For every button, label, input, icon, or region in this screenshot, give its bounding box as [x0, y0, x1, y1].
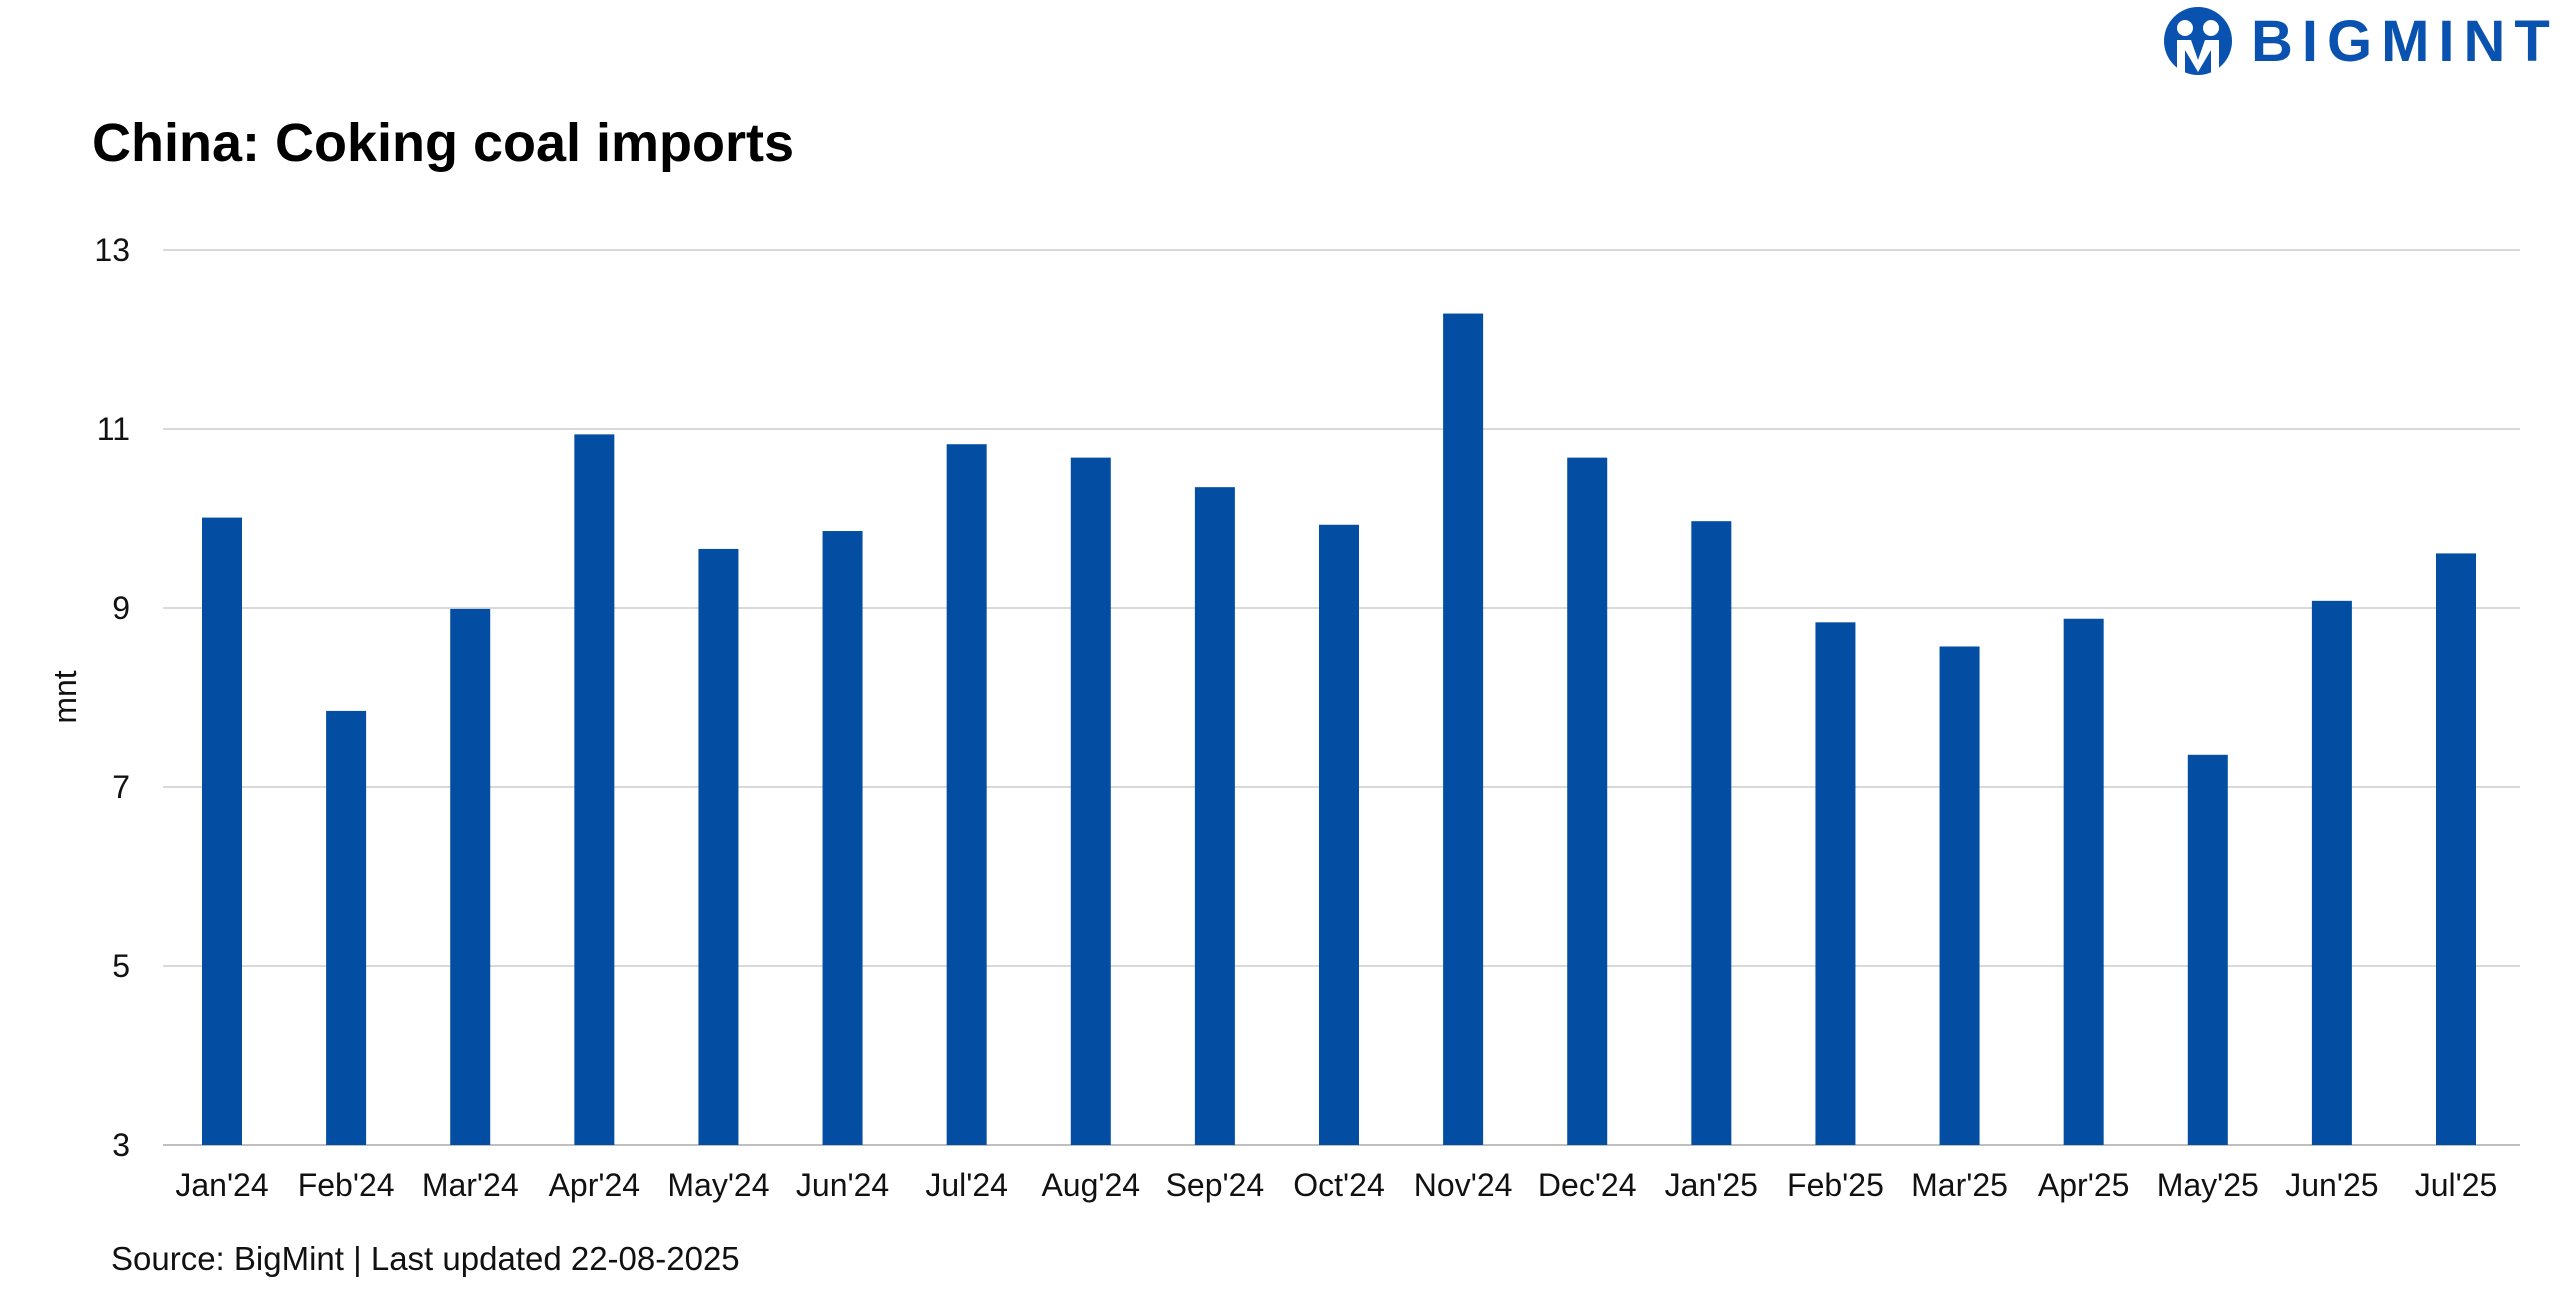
bigmint-logo-text: BIGMINT	[2251, 8, 2559, 74]
x-tick-label: Aug'24	[1041, 1167, 1140, 1203]
x-tick-label: May'25	[2157, 1167, 2259, 1203]
bar-Jul25	[2436, 553, 2476, 1145]
y-tick-label: 7	[112, 769, 130, 805]
bar-Nov24	[1443, 313, 1484, 1145]
bar-Feb24	[326, 710, 367, 1145]
x-tick-label: Jul'25	[2415, 1167, 2498, 1203]
bar-May25	[2187, 754, 2228, 1145]
y-axis-label: mnt	[47, 670, 83, 723]
x-tick-label: Jun'24	[796, 1167, 889, 1203]
x-tick-label: Jul'24	[925, 1167, 1008, 1203]
x-tick-label: Jun'25	[2285, 1167, 2378, 1203]
bar-Feb25	[1815, 622, 1856, 1145]
x-tick-label: Apr'25	[2038, 1167, 2130, 1203]
x-tick-label: Dec'24	[1538, 1167, 1637, 1203]
bar-Jun24	[822, 531, 863, 1145]
x-tick-label: Feb'24	[298, 1167, 395, 1203]
y-tick-label: 11	[97, 411, 130, 447]
bar-Mar25	[1939, 646, 1980, 1145]
source-note: Source: BigMint | Last updated 22-08-202…	[111, 1240, 740, 1277]
bar-Jan24	[202, 517, 242, 1145]
x-tick-label: Jan'25	[1665, 1167, 1758, 1203]
bigmint-logo: BIGMINT	[2163, 6, 2559, 76]
bar-May24	[698, 548, 739, 1145]
bar-Jul24	[946, 444, 987, 1146]
x-tick-label: May'24	[667, 1167, 769, 1203]
x-tick-label: Nov'24	[1414, 1167, 1513, 1203]
y-tick-label: 13	[94, 232, 130, 268]
x-tick-label: Oct'24	[1293, 1167, 1384, 1203]
y-tick-label: 3	[112, 1127, 130, 1163]
bar-Jun25	[2311, 600, 2352, 1145]
chart-title: China: Coking coal imports	[92, 113, 795, 173]
y-tick-label: 9	[112, 590, 130, 626]
x-tick-label: Feb'25	[1787, 1167, 1884, 1203]
x-tick-label: Mar'24	[422, 1167, 519, 1203]
bar-Jan25	[1691, 521, 1732, 1145]
y-tick-label: 5	[112, 948, 130, 984]
x-tick-label: Apr'24	[549, 1167, 641, 1203]
x-tick-label: Mar'25	[1911, 1167, 2008, 1203]
bigmint-logo-icon	[2164, 7, 2232, 75]
x-tick-label: Jan'24	[175, 1167, 268, 1203]
bar-Dec24	[1567, 457, 1608, 1145]
bar-Aug24	[1070, 457, 1111, 1145]
bar-Apr24	[574, 434, 615, 1145]
bar-Mar24	[450, 608, 491, 1145]
bar-Apr25	[2063, 618, 2104, 1145]
bar-Oct24	[1319, 524, 1359, 1145]
bar-Sep24	[1194, 487, 1235, 1145]
x-tick-label: Sep'24	[1166, 1167, 1265, 1203]
